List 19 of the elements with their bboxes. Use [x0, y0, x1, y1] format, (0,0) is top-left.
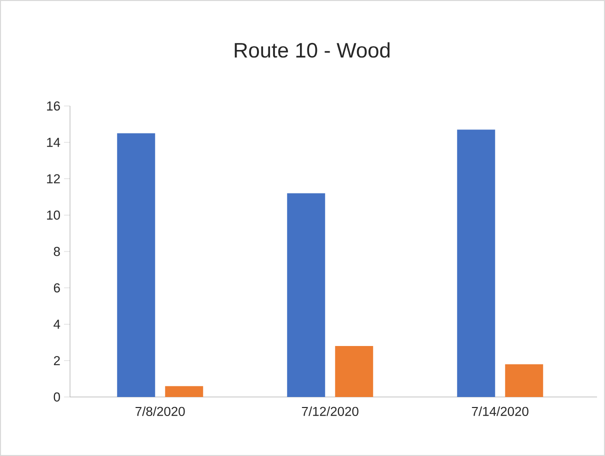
chart-title: Route 10 - Wood — [234, 42, 390, 58]
y-tick-label: 10 — [47, 210, 60, 220]
bar — [505, 364, 544, 397]
y-tick-label: 8 — [54, 246, 60, 256]
y-tick-label: 4 — [54, 320, 60, 329]
bar — [165, 386, 204, 397]
x-tick-label: 7/14/2020 — [472, 406, 528, 416]
y-tick-label: 2 — [54, 356, 60, 366]
y-tick-label: 6 — [54, 283, 60, 292]
y-tick-label: 14 — [47, 138, 60, 147]
y-tick-label: 0 — [54, 392, 60, 402]
bar — [287, 193, 326, 397]
bar — [117, 133, 156, 397]
bar — [335, 346, 374, 397]
x-tick-label: 7/8/2020 — [136, 406, 185, 416]
x-tick-label: 7/12/2020 — [302, 406, 358, 416]
bar — [457, 130, 496, 397]
y-tick-label: 12 — [47, 174, 60, 184]
y-tick-label: 16 — [47, 101, 60, 111]
